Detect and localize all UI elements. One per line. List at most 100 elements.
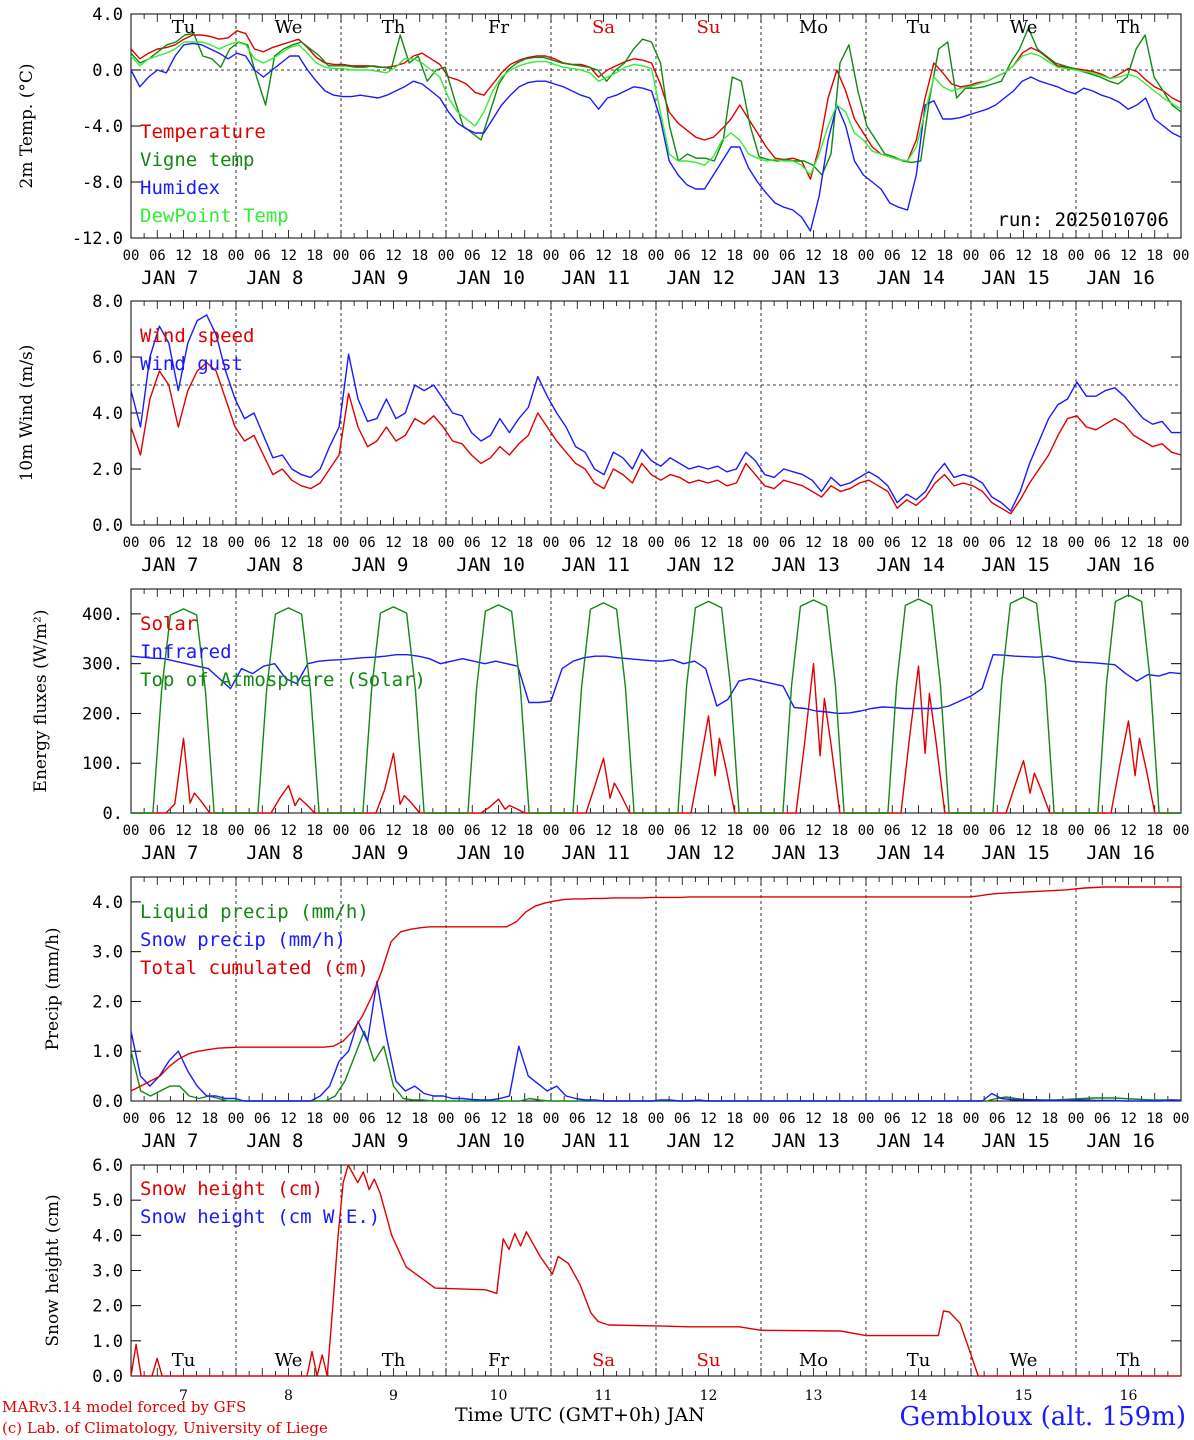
hour-label: 00 (753, 535, 770, 551)
hour-label: 12 (910, 535, 927, 551)
weekday-label: Mo (799, 17, 828, 38)
hour-label: 18 (831, 823, 848, 839)
hour-label: 00 (438, 535, 455, 551)
weekday-label: Su (697, 1350, 721, 1371)
hour-label: 06 (359, 823, 376, 839)
hour-label: 00 (1068, 248, 1085, 264)
date-label: JAN 9 (351, 554, 408, 576)
hour-label: 18 (621, 248, 638, 264)
hour-label: 12 (1015, 823, 1032, 839)
hour-label: 00 (228, 535, 245, 551)
hour-label: 06 (989, 1111, 1006, 1127)
date-label: JAN 13 (771, 554, 840, 576)
hour-label: 06 (674, 535, 691, 551)
y-tick-label: 0.0 (92, 61, 123, 81)
hour-label: 06 (674, 1111, 691, 1127)
y-tick-label: 4.0 (92, 1226, 123, 1246)
hour-label: 12 (595, 248, 612, 264)
hour-label: 06 (359, 1111, 376, 1127)
legend-entry: Humidex (140, 177, 220, 199)
panel-4: 4.0 3.0 2.0 1.0 0.0 Precip (mm/h) 00 06 12 18 00 06… (43, 876, 1189, 1152)
hour-label: 06 (464, 823, 481, 839)
weekday-label: Tu (907, 1350, 931, 1371)
hour-label: 18 (306, 823, 323, 839)
hour-label: 00 (1173, 535, 1190, 551)
panel-3: 400. 300. 200. 100. 0. Energy fluxes (W/m²) 00… (31, 588, 1189, 864)
weekday-label: Sa (592, 17, 615, 38)
hour-label: 18 (201, 823, 218, 839)
date-label: JAN 14 (876, 842, 945, 864)
y-tick-label: -8.0 (82, 173, 123, 193)
y-tick-label: 2.0 (92, 1297, 123, 1317)
hour-label: 12 (490, 823, 507, 839)
weekday-label: We (1010, 17, 1038, 38)
hour-label: 00 (858, 535, 875, 551)
panel-5: 6.0 5.0 4.0 3.0 2.0 1.0 0.0 Snow height (cm) Sno… (43, 1156, 1182, 1404)
hour-label: 18 (621, 1111, 638, 1127)
series-snow-height-cm- (130, 1164, 1181, 1377)
run-annotation: run: 2025010706 (997, 209, 1169, 231)
legend-entry: Total cumulated (cm) (140, 957, 369, 979)
hour-label: 12 (1120, 1111, 1137, 1127)
date-label: JAN 14 (876, 1130, 945, 1152)
y-tick-label: 4.0 (92, 5, 123, 25)
date-label: JAN 8 (246, 1130, 303, 1152)
hour-label: 06 (989, 535, 1006, 551)
y-tick-label: 4.0 (92, 893, 123, 913)
hour-label: 00 (648, 823, 665, 839)
hour-label: 00 (438, 1111, 455, 1127)
hour-label: 12 (175, 535, 192, 551)
y-tick-label: 6.0 (92, 348, 123, 368)
date-label: JAN 15 (981, 267, 1050, 289)
hour-label: 06 (569, 823, 586, 839)
weekday-label: Th (1117, 1350, 1141, 1371)
hour-label: 18 (726, 823, 743, 839)
y-axis-label: Snow height (cm) (43, 1194, 63, 1346)
hour-label: 18 (516, 535, 533, 551)
weekday-label: Sa (592, 1350, 615, 1371)
date-label: JAN 16 (1086, 267, 1155, 289)
date-label: JAN 12 (666, 554, 735, 576)
hour-label: 06 (569, 535, 586, 551)
hour-label: 00 (333, 823, 350, 839)
series-wind-gust (130, 314, 1181, 512)
hour-label: 12 (490, 535, 507, 551)
y-tick-label: 2.0 (92, 992, 123, 1012)
hour-label: 12 (1120, 248, 1137, 264)
date-label: JAN 13 (771, 1130, 840, 1152)
plot-frame (130, 300, 1182, 526)
date-label: JAN 8 (246, 554, 303, 576)
hour-label: 12 (490, 248, 507, 264)
y-tick-label: 1.0 (92, 1042, 123, 1062)
date-label: JAN 7 (141, 267, 198, 289)
date-label: JAN 10 (456, 842, 525, 864)
hour-label: 00 (1068, 823, 1085, 839)
hour-label: 12 (1120, 535, 1137, 551)
hour-label: 06 (149, 248, 166, 264)
legend-entry: Temperature (140, 121, 266, 143)
hour-label: 18 (726, 535, 743, 551)
hour-label: 18 (1146, 1111, 1163, 1127)
y-tick-label: -4.0 (82, 117, 123, 137)
legend-entry: Liquid precip (mm/h) (140, 901, 369, 923)
date-label: JAN 15 (981, 554, 1050, 576)
weekday-label: We (275, 17, 303, 38)
date-label: JAN 14 (876, 267, 945, 289)
series-wind-speed (130, 361, 1182, 515)
credit-model: MARv3.14 model forced by GFS (2, 1398, 247, 1416)
hour-label: 00 (648, 535, 665, 551)
time-axis-label: Time UTC (GMT+0h) JAN (455, 1404, 705, 1426)
hour-label: 12 (910, 1111, 927, 1127)
day-number-label: 12 (700, 1388, 718, 1404)
hour-label: 00 (123, 1111, 140, 1127)
hour-label: 12 (595, 535, 612, 551)
date-label: JAN 11 (561, 554, 630, 576)
hour-label: 12 (700, 535, 717, 551)
hour-label: 06 (359, 248, 376, 264)
weekday-label: Tu (907, 17, 931, 38)
y-tick-label: 6.0 (92, 1156, 123, 1176)
date-label: JAN 16 (1086, 554, 1155, 576)
legend-entry: Top of Atmosphere (Solar) (140, 669, 426, 691)
hour-label: 18 (1041, 1111, 1058, 1127)
hour-label: 12 (490, 1111, 507, 1127)
